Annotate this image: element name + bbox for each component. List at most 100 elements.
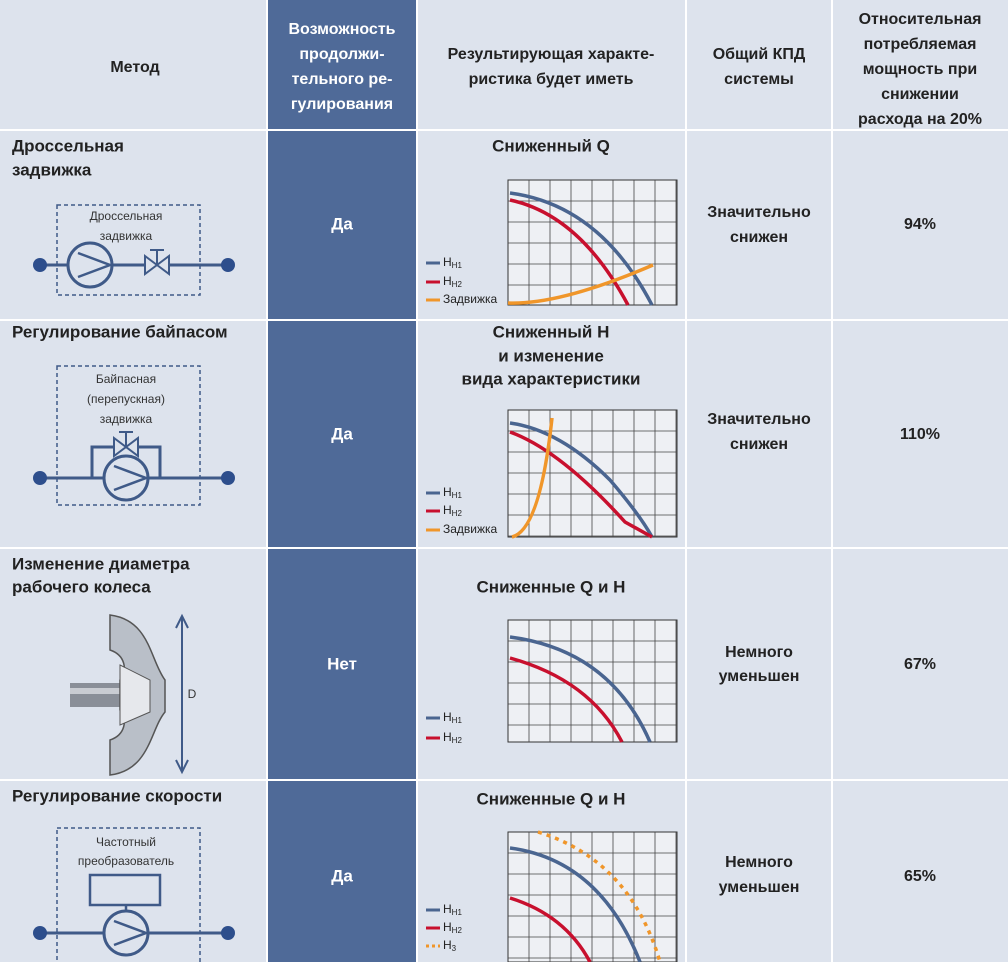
chart-curve bbox=[509, 896, 592, 963]
header-text: расхода на 20% bbox=[858, 111, 982, 128]
legend-label: HН2 bbox=[443, 730, 462, 745]
method-name: Изменение диаметра bbox=[12, 554, 190, 573]
legend-text: Задвижка bbox=[443, 292, 498, 306]
header-text: Результирующая характе- bbox=[448, 46, 655, 63]
highlight-column bbox=[267, 0, 417, 962]
system-efficiency: Немного bbox=[725, 854, 793, 871]
header-text: мощность при bbox=[863, 61, 977, 78]
diagram-speed bbox=[33, 827, 235, 967]
header-text: снижении bbox=[881, 86, 959, 103]
chart-title: и изменение bbox=[498, 346, 604, 365]
legend-label: HН2 bbox=[443, 503, 462, 518]
legend-subscript: Н2 bbox=[452, 926, 463, 935]
legend-subscript: Н1 bbox=[452, 908, 463, 917]
legend-text: H bbox=[443, 503, 452, 517]
chart-curve bbox=[509, 635, 652, 743]
chart-curve bbox=[507, 263, 654, 305]
continuous-regulation: Нет bbox=[327, 654, 357, 673]
characteristic-chart bbox=[507, 179, 678, 306]
legend-text: H bbox=[443, 920, 452, 934]
system-efficiency: снижен bbox=[730, 229, 788, 246]
diagram-label: D bbox=[188, 687, 197, 701]
chart-title: Сниженные Q и H bbox=[477, 789, 626, 808]
continuous-regulation: Да bbox=[331, 214, 353, 233]
chart-curve bbox=[509, 198, 630, 306]
legend-text: H bbox=[443, 255, 452, 269]
header-text: продолжи- bbox=[299, 46, 384, 63]
header-text: системы bbox=[724, 71, 794, 88]
characteristic-chart bbox=[507, 409, 678, 539]
chart-title: Сниженный Q bbox=[492, 136, 610, 155]
diagram-label: Частотный bbox=[96, 835, 156, 849]
relative-power: 94% bbox=[904, 216, 936, 233]
legend-subscript: Н2 bbox=[452, 509, 463, 518]
relative-power: 67% bbox=[904, 656, 936, 673]
diagram-throttle bbox=[33, 204, 235, 296]
diagram-label: Байпасная bbox=[96, 372, 156, 386]
legend-subscript: 3 bbox=[452, 944, 457, 953]
chart-curve bbox=[509, 430, 653, 539]
chart-curve bbox=[509, 656, 624, 743]
system-efficiency: снижен bbox=[730, 436, 788, 453]
diagram-label: задвижка bbox=[100, 229, 153, 243]
legend-label: Задвижка bbox=[443, 292, 498, 306]
method-name: рабочего колеса bbox=[12, 577, 151, 596]
legend-text: H bbox=[443, 274, 452, 288]
characteristic-chart bbox=[507, 830, 678, 963]
method-name: задвижка bbox=[12, 160, 92, 179]
chart-title: Сниженный H bbox=[493, 322, 610, 341]
header-text: потребляемая bbox=[864, 36, 977, 53]
chart-area bbox=[507, 619, 678, 743]
legend-text: Задвижка bbox=[443, 522, 498, 536]
chart-title: Сниженные Q и H bbox=[477, 577, 626, 596]
chart-title: вида характеристики bbox=[462, 369, 641, 388]
diagram-label: Дроссельная bbox=[90, 209, 163, 223]
system-efficiency: Немного bbox=[725, 644, 793, 661]
chart-curve bbox=[537, 830, 662, 963]
relative-power: 65% bbox=[904, 868, 936, 885]
legend-text: H bbox=[443, 730, 452, 744]
header-text: гулирования bbox=[291, 96, 393, 113]
legend-subscript: Н1 bbox=[452, 491, 463, 500]
legend-label: HН2 bbox=[443, 274, 462, 289]
characteristic-chart bbox=[507, 619, 678, 743]
header-text: ристика будет иметь bbox=[469, 71, 634, 88]
legend-subscript: Н2 bbox=[452, 280, 463, 289]
legend-subscript: Н2 bbox=[452, 736, 463, 745]
diagram-bypass bbox=[33, 365, 235, 506]
header-text: Общий КПД bbox=[713, 46, 806, 63]
legend-subscript: Н1 bbox=[452, 261, 463, 270]
header-text: Метод bbox=[110, 59, 159, 76]
method-name: Дроссельная bbox=[12, 136, 124, 155]
legend-subscript: Н1 bbox=[452, 716, 463, 725]
continuous-regulation: Да bbox=[331, 424, 353, 443]
legend-label: HН1 bbox=[443, 710, 462, 725]
system-efficiency: Значительно bbox=[707, 204, 811, 221]
diagram-label: задвижка bbox=[100, 412, 153, 426]
legend-label: H3 bbox=[443, 938, 457, 953]
legend-text: H bbox=[443, 485, 452, 499]
chart-curve bbox=[509, 191, 654, 306]
legend-label: Задвижка bbox=[443, 522, 498, 536]
diagram-label: (перепускная) bbox=[87, 392, 165, 406]
legend-label: HН1 bbox=[443, 485, 462, 500]
legend-text: H bbox=[443, 902, 452, 916]
method-name: Регулирование байпасом bbox=[12, 322, 228, 341]
legend-text: H bbox=[443, 938, 452, 952]
continuous-regulation: Да bbox=[331, 866, 353, 885]
legend-label: HН1 bbox=[443, 255, 462, 270]
system-efficiency: Значительно bbox=[707, 411, 811, 428]
method-name: Регулирование скорости bbox=[12, 786, 222, 805]
header-text: тельного ре- bbox=[292, 71, 393, 88]
legend-label: HН1 bbox=[443, 902, 462, 917]
chart-curve bbox=[509, 846, 642, 963]
diagram-label: преобразователь bbox=[78, 854, 174, 868]
header-text: Возможность bbox=[289, 21, 396, 38]
legend-label: HН2 bbox=[443, 920, 462, 935]
diagram-impeller bbox=[70, 613, 189, 776]
chart-curve bbox=[509, 421, 654, 538]
